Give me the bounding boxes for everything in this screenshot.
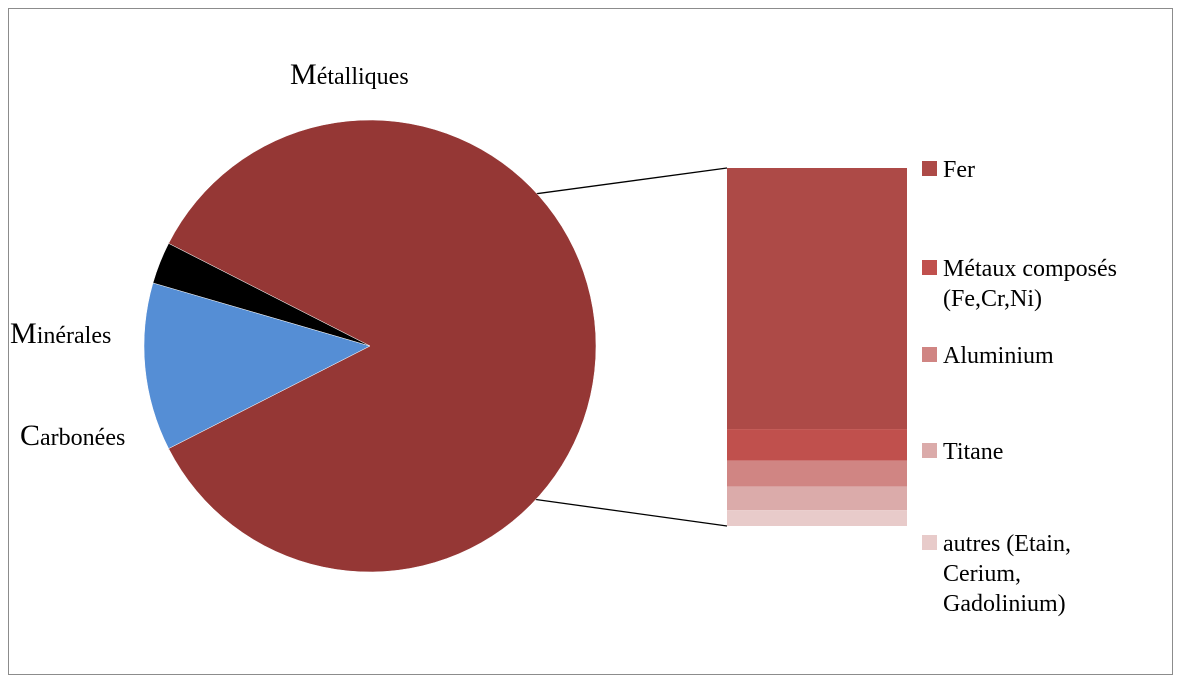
legend-item-aluminium: Aluminium xyxy=(922,343,1054,369)
pie-label-minerales: Minérales xyxy=(10,317,111,350)
legend-swatch xyxy=(922,535,937,550)
pie-label-metalliques: Métalliques xyxy=(290,58,409,91)
legend-swatch xyxy=(922,161,937,176)
pie xyxy=(143,119,597,573)
legend-label: autres (Etain, Cerium, Gadolinium) xyxy=(943,531,1071,617)
bar-segment-titane xyxy=(727,486,907,511)
stacked-bar xyxy=(727,168,907,526)
pie-labels: Métalliques Minérales Carbonées xyxy=(10,58,409,452)
legend-item-titane: Titane xyxy=(922,439,1003,465)
legend-label: Métaux composés (Fe,Cr,Ni) xyxy=(943,256,1117,312)
legend-label: Aluminium xyxy=(943,343,1054,369)
bar-segment-metaux-composes-fe-cr-ni xyxy=(727,429,907,461)
legend-item-metaux-composes-fe-cr-ni: Métaux composés (Fe,Cr,Ni) xyxy=(922,256,1117,312)
legend-swatch xyxy=(922,260,937,275)
bar-segment-fer xyxy=(727,168,907,430)
legend-label: Titane xyxy=(943,439,1003,465)
legend-label: Fer xyxy=(943,157,975,183)
pie-slice-minerales xyxy=(143,282,371,449)
pie-label-carbonees: Carbonées xyxy=(20,419,125,452)
legend-swatch xyxy=(922,347,937,362)
legend-swatch xyxy=(922,443,937,458)
legend-item-fer: Fer xyxy=(922,157,975,183)
legend-item-autres-etain-cerium-gadolinium: autres (Etain, Cerium, Gadolinium) xyxy=(922,531,1071,617)
legend: Fer Métaux composés (Fe,Cr,Ni) Aluminium Tit… xyxy=(922,157,1117,617)
pie-slice-metalliques xyxy=(168,119,597,573)
bar-segment-autres-etain-cerium-gadolinium xyxy=(727,510,907,526)
pie-slice-carbonees xyxy=(152,243,371,347)
bar-segment-aluminium xyxy=(727,460,907,487)
